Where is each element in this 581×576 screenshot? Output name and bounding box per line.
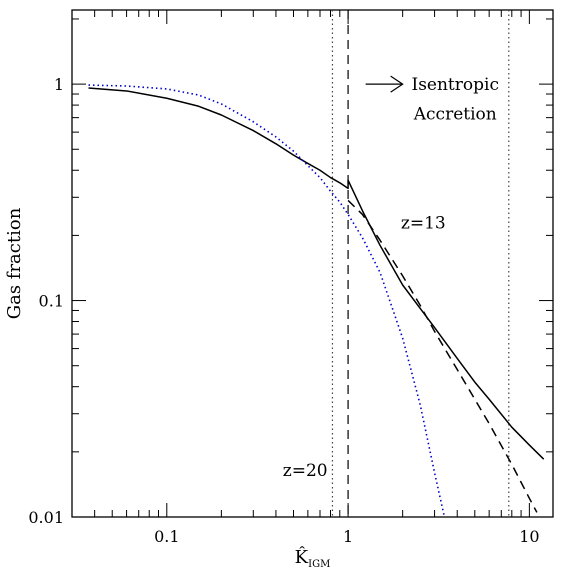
annotations: Isentropic Accretion z=13 z=20 xyxy=(283,75,499,481)
series-line-dashed xyxy=(347,199,538,513)
reference-lines xyxy=(331,10,510,517)
x-axis-label-main: K̂ xyxy=(295,546,309,568)
annotation-label: z=13 xyxy=(401,213,446,233)
series-line-dotted xyxy=(88,84,446,517)
axis-labels: Gas fraction K̂IGM xyxy=(4,207,330,570)
x-axis-label: K̂IGM xyxy=(295,546,331,570)
x-tick-label: 10 xyxy=(519,527,539,546)
x-tick-label: 0.1 xyxy=(154,527,179,546)
plot-frame xyxy=(71,9,554,518)
series-line-solid xyxy=(88,87,545,460)
data-series xyxy=(88,84,545,517)
y-axis-label: Gas fraction xyxy=(4,207,25,319)
annotation-label: Accretion xyxy=(413,105,497,125)
annotation-label: Isentropic xyxy=(411,75,498,95)
annotation-label: z=20 xyxy=(283,461,328,481)
axis-ticks: 0.1 1 10 0.01 0.1 1 xyxy=(28,10,553,546)
y-tick-label: 0.1 xyxy=(39,292,64,311)
x-tick-label: 1 xyxy=(343,527,353,546)
arrow-head xyxy=(390,75,404,93)
y-tick-label: 1 xyxy=(54,75,64,94)
x-axis-label-subscript: IGM xyxy=(308,559,330,570)
plot-border xyxy=(71,9,554,518)
y-tick-label: 0.01 xyxy=(28,508,64,527)
